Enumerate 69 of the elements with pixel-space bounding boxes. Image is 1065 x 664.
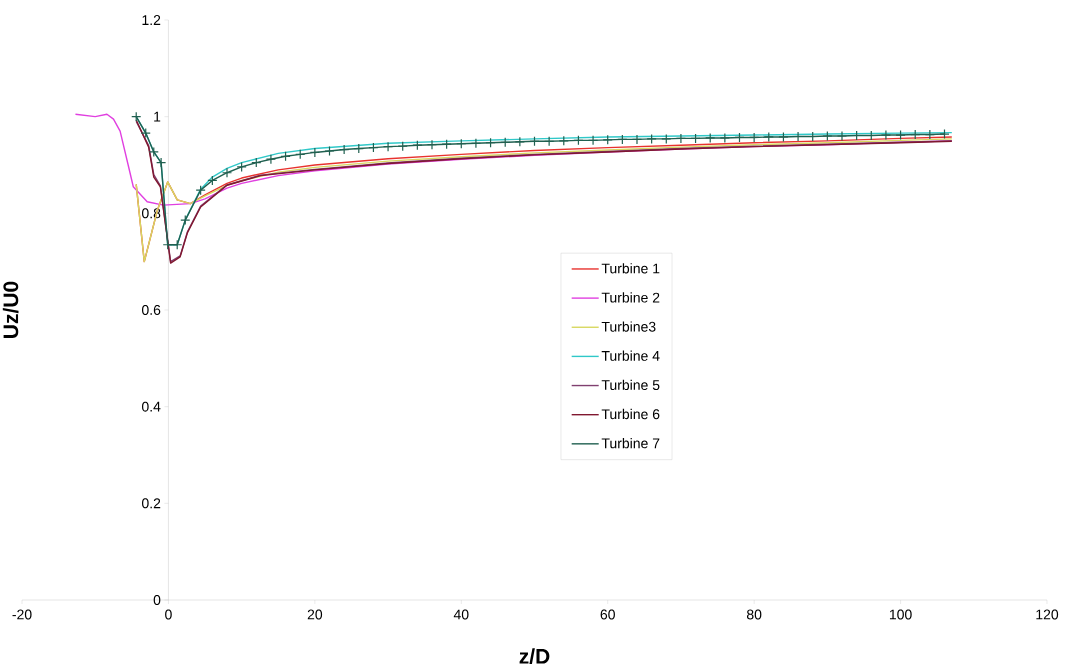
legend-label: Turbine 2: [601, 292, 660, 303]
x-tick-label: 20: [307, 609, 323, 620]
point: [631, 134, 643, 145]
legend-label: Turbine 4: [601, 350, 660, 361]
point: [587, 135, 599, 146]
point: [148, 146, 159, 158]
point: [939, 128, 950, 140]
point: [412, 140, 423, 151]
point: [140, 128, 151, 139]
point: [675, 133, 687, 144]
x-tick-label: -20: [12, 609, 32, 620]
point: [910, 129, 921, 140]
point: [353, 143, 364, 154]
y-axis-title: Uz/U0: [2, 281, 19, 338]
legend-label: Turbine3: [601, 321, 656, 332]
x-tick-label: 80: [746, 609, 762, 620]
point: [485, 137, 496, 148]
legend-label: Turbine 1: [601, 263, 660, 274]
point: [426, 139, 438, 150]
x-tick-label: 0: [165, 609, 172, 620]
point: [734, 132, 745, 143]
y-tick-label: 0: [153, 595, 161, 605]
x-tick-label: 120: [1036, 609, 1059, 620]
y-tick-label: 0.2: [141, 498, 161, 509]
point: [705, 132, 716, 144]
point: [763, 131, 774, 143]
point: [280, 151, 291, 162]
legend-label: Turbine 7: [601, 438, 660, 449]
point: [236, 161, 247, 173]
point: [836, 130, 848, 142]
point: [529, 136, 540, 147]
point: [514, 136, 525, 147]
point: [778, 131, 789, 143]
point: [265, 154, 277, 165]
point: [180, 215, 191, 226]
point: [558, 135, 569, 146]
x-tick-label: 40: [453, 609, 469, 620]
point: [441, 139, 452, 150]
point: [382, 141, 394, 152]
point: [324, 145, 335, 157]
x-tick-label: 60: [600, 609, 615, 620]
point: [924, 129, 935, 140]
point: [880, 129, 892, 141]
point: [822, 130, 833, 142]
y-tick-label: 0.4: [141, 401, 161, 412]
point: [195, 185, 206, 196]
point: [162, 239, 173, 250]
point: [749, 132, 760, 143]
legend-label: Turbine 5: [601, 379, 660, 391]
y-tick-label: 1: [154, 111, 161, 122]
y-tick-label: 1.2: [142, 15, 161, 25]
point: [397, 141, 408, 152]
point: [470, 138, 482, 149]
point: [339, 144, 350, 155]
point: [156, 157, 167, 168]
point: [602, 134, 613, 145]
x-axis-title: z/D: [519, 648, 550, 664]
point: [719, 132, 730, 144]
point: [646, 133, 657, 144]
point: [221, 167, 233, 178]
point: [895, 129, 906, 141]
y-tick-label: 0.6: [141, 305, 161, 315]
point: [661, 133, 672, 144]
point: [309, 147, 320, 158]
point: [544, 136, 555, 147]
point: [251, 157, 262, 168]
legend-label: Turbine 6: [601, 408, 660, 420]
x-tick-label: 100: [889, 609, 912, 620]
point: [617, 134, 628, 145]
